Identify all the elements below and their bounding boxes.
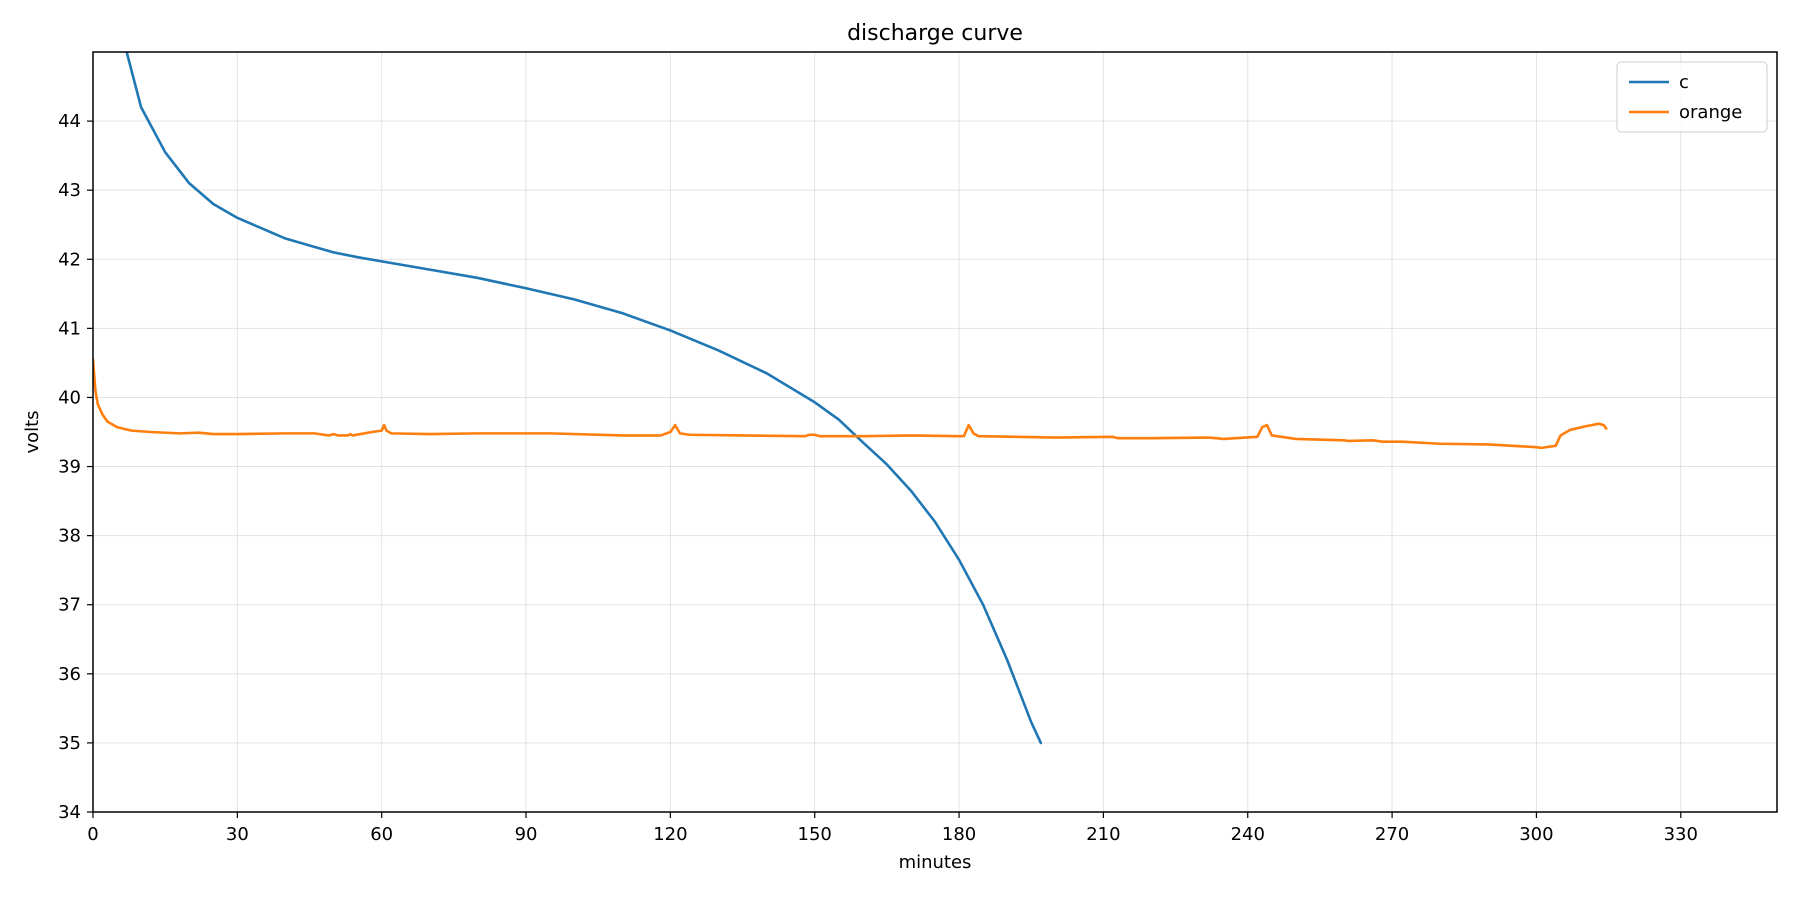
x-tick-label: 30: [226, 824, 249, 845]
series-line-c: [125, 52, 1043, 745]
chart-title: discharge curve: [847, 21, 1023, 46]
y-tick-label: 39: [58, 457, 81, 478]
legend: c orange: [1616, 61, 1768, 133]
x-tick-label: 0: [87, 824, 98, 845]
x-tick-label: 240: [1231, 824, 1265, 845]
series-line-orange: [93, 358, 1608, 450]
y-tick-label: 35: [58, 733, 81, 754]
x-tick-label: 60: [370, 824, 393, 845]
legend-box: [1616, 61, 1768, 133]
y-tick-label: 42: [58, 249, 81, 270]
x-tick-label: 270: [1375, 824, 1409, 845]
ticks: 0 30 60 90 120 150 180 210 240 270 300 330 34 35 36 37 3…: [58, 111, 1698, 845]
x-axis-label: minutes: [899, 852, 972, 873]
plot-frame: [92, 51, 1778, 813]
x-tick-label: 150: [798, 824, 832, 845]
y-tick-label: 40: [58, 387, 81, 408]
y-tick-label: 44: [58, 111, 81, 132]
y-tick-label: 34: [58, 802, 81, 823]
x-tick-label: 300: [1519, 824, 1553, 845]
x-tick-label: 90: [515, 824, 538, 845]
legend-label-c: c: [1679, 72, 1689, 93]
y-tick-label: 36: [58, 664, 81, 685]
series-layer: [93, 52, 1608, 745]
y-axis-label: volts: [22, 410, 43, 453]
legend-label-orange: orange: [1679, 102, 1742, 123]
y-tick-label: 43: [58, 180, 81, 201]
x-tick-label: 120: [653, 824, 687, 845]
x-tick-label: 210: [1086, 824, 1120, 845]
y-tick-label: 38: [58, 526, 81, 547]
y-tick-label: 37: [58, 595, 81, 616]
x-tick-label: 180: [942, 824, 976, 845]
x-tick-label: 330: [1664, 824, 1698, 845]
y-tick-label: 41: [58, 318, 81, 339]
